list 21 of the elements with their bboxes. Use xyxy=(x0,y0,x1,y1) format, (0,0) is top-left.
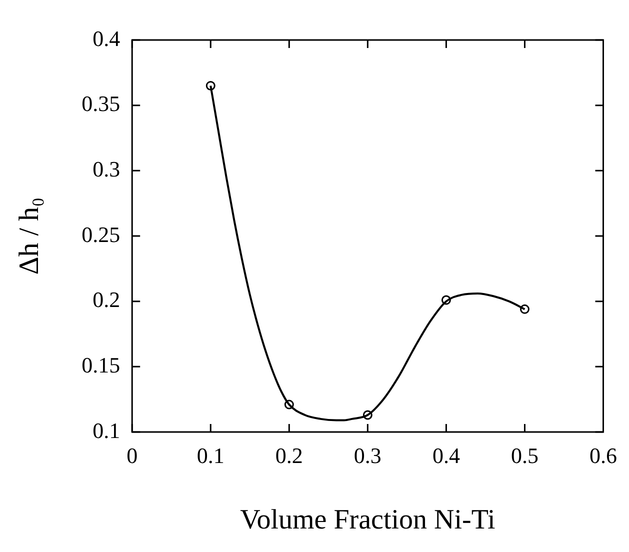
point xyxy=(206,80,216,90)
y-tick-label: 0.35 xyxy=(82,91,120,116)
y-axis-title: Δh / h₀ xyxy=(14,197,46,275)
x-tick-label: 0.6 xyxy=(590,442,617,468)
x-axis-title: Volume Fraction Ni-Ti xyxy=(240,504,496,536)
y-tick-label: 0.15 xyxy=(82,352,120,378)
y-tick-label: 0.2 xyxy=(92,287,120,312)
point xyxy=(520,304,530,314)
x-tick-label: 0.3 xyxy=(354,442,382,468)
y-tick-label: 0.4 xyxy=(92,26,120,51)
x-tick-label: 0.4 xyxy=(432,442,460,468)
y-tick-label: 0.25 xyxy=(82,222,120,247)
x-tick-label: 0 xyxy=(126,442,138,468)
x-tick-label: 0.1 xyxy=(196,442,224,468)
y-tick-label: 0.1 xyxy=(92,418,120,443)
point xyxy=(441,295,451,305)
x-tick-label: 0.2 xyxy=(275,442,303,468)
point xyxy=(284,400,294,410)
x-tick-label: 0.5 xyxy=(510,442,538,468)
y-tick-label: 0.3 xyxy=(92,156,120,182)
point xyxy=(362,410,372,420)
